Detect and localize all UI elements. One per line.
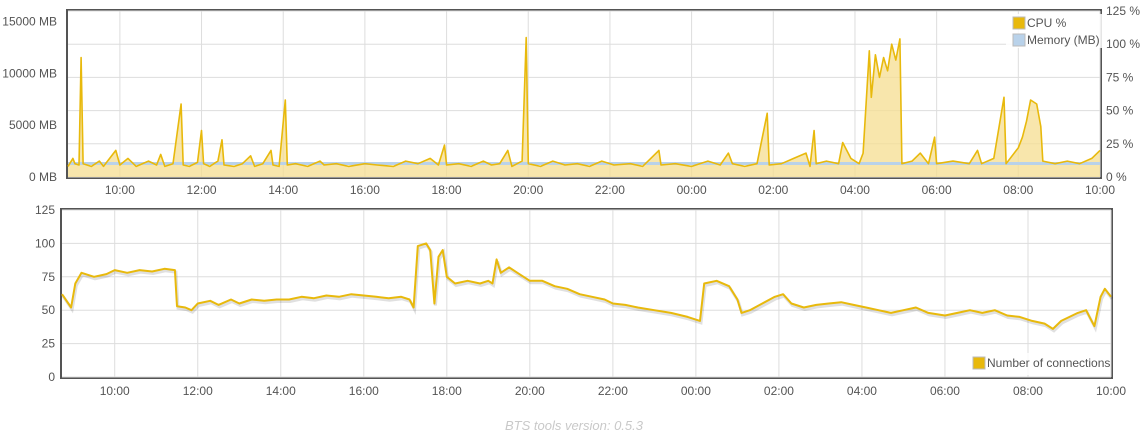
memory-tick-label: 0 MB bbox=[29, 170, 57, 184]
time-tick-label: 04:00 bbox=[840, 183, 870, 197]
cpu-legend-label: CPU % bbox=[1027, 16, 1067, 30]
memory-axis-ticks: 0 MB 5000 MB 10000 MB 15000 MB bbox=[2, 14, 57, 184]
connections-time-axis-ticks: 10:00 12:00 14:00 16:00 18:00 20:00 22:00 00:00… bbox=[100, 384, 1127, 398]
time-tick-label: 08:00 bbox=[1013, 384, 1043, 398]
time-tick-label: 02:00 bbox=[764, 384, 794, 398]
time-tick-label: 10:00 bbox=[1096, 384, 1126, 398]
connections-chart: 0 25 50 75 100 125 10:00 12:00 14:00 16:00 18:00 2… bbox=[35, 203, 1126, 398]
connections-tick-label: 125 bbox=[35, 203, 55, 217]
time-tick-label: 16:00 bbox=[349, 384, 379, 398]
connections-tick-label: 50 bbox=[42, 303, 56, 317]
cpu-tick-label: 125 % bbox=[1106, 4, 1140, 18]
time-tick-label: 22:00 bbox=[595, 183, 625, 197]
connections-axis-ticks: 0 25 50 75 100 125 bbox=[35, 203, 55, 384]
time-tick-label: 00:00 bbox=[681, 384, 711, 398]
time-tick-label: 18:00 bbox=[432, 183, 462, 197]
connections-legend-label: Number of connections bbox=[987, 356, 1110, 370]
connections-tick-label: 25 bbox=[42, 337, 56, 351]
cpu-axis-ticks: 0 % 25 % 50 % 75 % 100 % 125 % bbox=[1106, 4, 1140, 184]
time-tick-label: 12:00 bbox=[187, 183, 217, 197]
time-tick-label: 14:00 bbox=[268, 183, 298, 197]
version-footer: BTS tools version: 0.5.3 bbox=[504, 418, 643, 433]
time-tick-label: 10:00 bbox=[105, 183, 135, 197]
cpu-line bbox=[67, 36, 1101, 168]
memory-legend-swatch bbox=[1012, 33, 1026, 47]
time-tick-label: 06:00 bbox=[922, 183, 952, 197]
connections-tick-label: 100 bbox=[35, 236, 55, 250]
memory-legend-label: Memory (MB) bbox=[1027, 33, 1100, 47]
cpu-tick-label: 25 % bbox=[1106, 137, 1134, 151]
connections-legend-swatch bbox=[972, 356, 986, 370]
connections-tick-label: 0 bbox=[48, 370, 55, 384]
connections-grid bbox=[62, 209, 1112, 378]
time-tick-label: 20:00 bbox=[515, 384, 545, 398]
memory-tick-label: 10000 MB bbox=[2, 66, 57, 80]
cpu-tick-label: 0 % bbox=[1106, 170, 1127, 184]
time-tick-label: 10:00 bbox=[1085, 183, 1115, 197]
memory-tick-label: 15000 MB bbox=[2, 14, 57, 28]
memory-tick-label: 5000 MB bbox=[9, 118, 57, 132]
connections-line-shadow bbox=[61, 243, 1114, 333]
cpu-memory-plot-area bbox=[66, 9, 1102, 179]
cpu-tick-label: 100 % bbox=[1106, 37, 1140, 51]
cpu-memory-series bbox=[67, 36, 1101, 177]
connections-plot-area bbox=[60, 208, 1113, 379]
time-tick-label: 18:00 bbox=[432, 384, 462, 398]
time-tick-label: 06:00 bbox=[930, 384, 960, 398]
time-tick-label: 20:00 bbox=[513, 183, 543, 197]
connections-line bbox=[61, 242, 1112, 330]
legend-box bbox=[966, 353, 1108, 375]
cpu-tick-label: 50 % bbox=[1106, 104, 1134, 118]
cpu-legend-swatch bbox=[1012, 16, 1026, 30]
connections-tick-label: 75 bbox=[42, 270, 56, 284]
time-tick-label: 08:00 bbox=[1003, 183, 1033, 197]
dashboard-charts: 0 MB 5000 MB 10000 MB 15000 MB 0 % 25 % 50 % 7… bbox=[2, 4, 1140, 398]
connections-series bbox=[61, 242, 1114, 333]
time-tick-label: 00:00 bbox=[677, 183, 707, 197]
cpu-memory-legend: CPU % Memory (MB) bbox=[1006, 14, 1102, 48]
time-tick-label: 04:00 bbox=[847, 384, 877, 398]
time-tick-label: 14:00 bbox=[266, 384, 296, 398]
time-tick-label: 10:00 bbox=[100, 384, 130, 398]
time-tick-label: 12:00 bbox=[183, 384, 213, 398]
time-tick-label: 16:00 bbox=[350, 183, 380, 197]
cpu-memory-chart: 0 MB 5000 MB 10000 MB 15000 MB 0 % 25 % 50 % 7… bbox=[2, 4, 1140, 197]
cpu-memory-time-axis-ticks: 10:00 12:00 14:00 16:00 18:00 20:00 22:00 00:00… bbox=[105, 183, 1115, 197]
time-tick-label: 02:00 bbox=[758, 183, 788, 197]
connections-legend: Number of connections bbox=[966, 353, 1110, 375]
time-tick-label: 22:00 bbox=[598, 384, 628, 398]
cpu-tick-label: 75 % bbox=[1106, 70, 1134, 84]
